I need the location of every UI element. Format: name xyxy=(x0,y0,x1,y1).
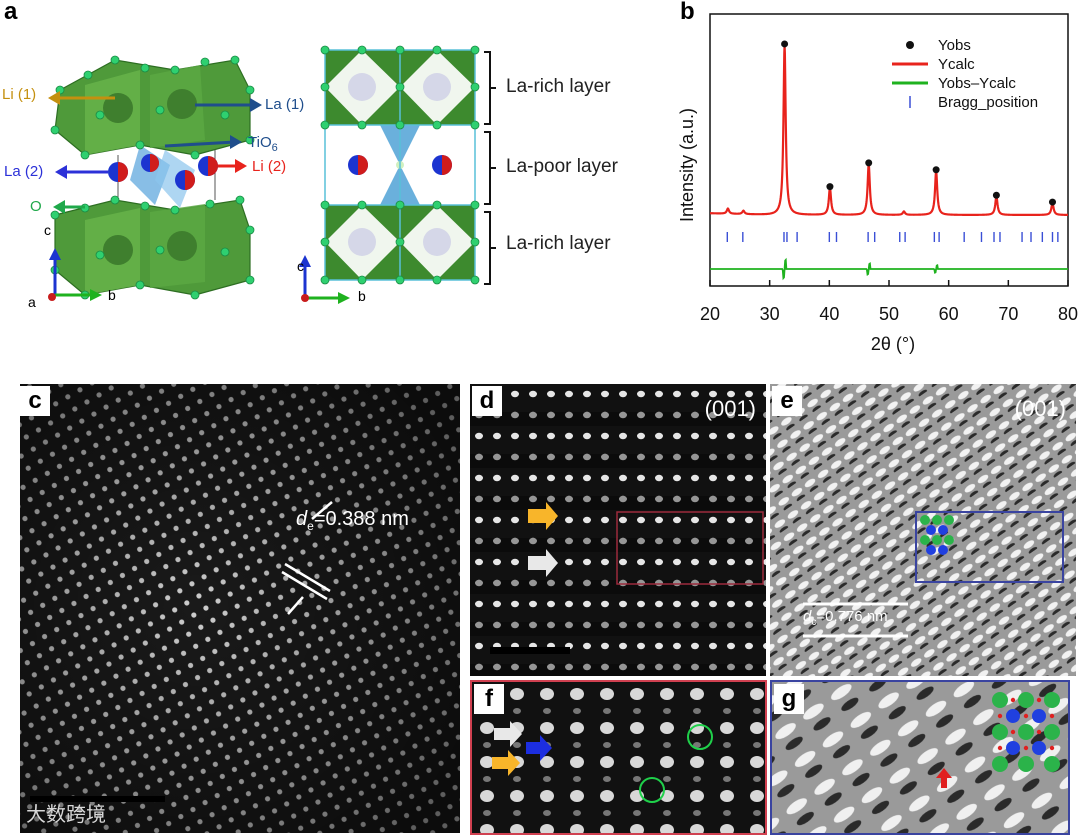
layer-label-middle: La-poor layer xyxy=(506,156,618,177)
x-tick-label-60: 60 xyxy=(939,304,959,324)
legend-label-2: Yobs–Ycalc xyxy=(938,75,1016,92)
right-oxygen-atoms xyxy=(320,45,480,285)
filtered-image-e: (001) dc=0.776 nm xyxy=(770,384,1076,676)
xrd-chart: Intensity (a.u.) 2θ (°) 20 30 40 50 60 70 80 Y… xyxy=(677,13,1078,354)
stem-image-d: (001) xyxy=(470,384,766,676)
axes-triad-left xyxy=(48,248,102,301)
x-tick-label-70: 70 xyxy=(998,304,1018,324)
axes-triad-right xyxy=(299,255,350,304)
watermark: 大数跨境 xyxy=(26,804,106,826)
panel-a-letter: a xyxy=(4,0,18,25)
red-arrow-g xyxy=(936,768,952,788)
tio6-octahedron xyxy=(130,145,170,205)
layer-brackets xyxy=(484,51,496,285)
atom-model-overlay-g xyxy=(992,692,1060,772)
obs-point-3 xyxy=(826,183,834,191)
x-tick-label-50: 50 xyxy=(879,304,899,324)
zoom-image-f xyxy=(470,680,767,835)
x-axis-label: 2θ (°) xyxy=(871,334,915,354)
zoom-image-g xyxy=(770,680,1070,835)
panel-c-letter: c xyxy=(20,386,50,416)
d-spacing-label-c: de=0.388 nm xyxy=(296,508,409,533)
axis-c-right: c xyxy=(297,258,304,274)
layer-label-top: La-rich layer xyxy=(506,76,611,97)
x-tick-label-20: 20 xyxy=(700,304,720,324)
label-la1: La (1) xyxy=(265,96,305,113)
yellow-arrow-f xyxy=(492,750,520,776)
panel-e-letter: e xyxy=(772,386,802,416)
legend-marker-0 xyxy=(906,41,914,49)
crystal-structure-left xyxy=(48,55,262,301)
la2-li2-atoms xyxy=(108,154,218,190)
white-arrow-f xyxy=(494,721,522,747)
panel-b-letter: b xyxy=(680,0,695,25)
lower-octahedra-block xyxy=(54,199,251,296)
vacancy-circle-1 xyxy=(687,724,713,750)
blue-arrow-f xyxy=(526,735,552,761)
x-tick-label-30: 30 xyxy=(760,304,780,324)
axis-b-left: b xyxy=(108,287,116,303)
atom-model-overlay-e xyxy=(920,515,954,555)
legend-label-0: Yobs xyxy=(938,37,971,54)
label-la2: La (2) xyxy=(4,163,44,180)
upper-octahedra-block xyxy=(54,59,251,156)
obs-point-2 xyxy=(781,40,789,48)
scale-bar-d xyxy=(490,647,570,654)
stem-image-c: de=0.388 nm 大数跨境 xyxy=(20,384,460,833)
scale-bar-c xyxy=(30,796,165,802)
obs-point-6 xyxy=(932,166,940,174)
axis-a-left: a xyxy=(28,294,36,310)
axis-c-left: c xyxy=(44,222,51,238)
axis-b-right: b xyxy=(358,288,366,304)
panel-g-letter: g xyxy=(774,684,804,714)
panel-f-letter: f xyxy=(474,684,504,714)
y-axis-label: Intensity (a.u.) xyxy=(677,108,697,222)
tio6-arrow xyxy=(164,140,236,148)
label-li1: Li (1) xyxy=(2,86,37,103)
obs-point-8 xyxy=(1048,198,1056,206)
zone-axis-e: (001) xyxy=(1014,396,1066,421)
label-li2: Li (2) xyxy=(252,158,287,175)
legend: Yobs Ycalc Yobs–Ycalc Bragg_position xyxy=(892,37,1038,111)
x-tick-label-40: 40 xyxy=(819,304,839,324)
obs-point-4 xyxy=(865,159,873,167)
plot-frame xyxy=(709,13,1069,287)
label-tio6: TiO6 xyxy=(248,134,278,154)
zone-axis-d: (001) xyxy=(704,396,756,421)
d-spacing-label-e: dc=0.776 nm xyxy=(803,608,888,628)
vacancy-circle-2 xyxy=(639,777,665,803)
lattice-fringe-markers xyxy=(281,501,333,615)
x-tick-label-80: 80 xyxy=(1058,304,1078,324)
crystal-structure-right xyxy=(299,45,480,304)
legend-label-3: Bragg_position xyxy=(938,94,1038,111)
atomic-lattice-c xyxy=(20,384,460,833)
series-difference xyxy=(710,257,1068,281)
yellow-arrow-d xyxy=(528,502,558,530)
white-arrow-d xyxy=(528,549,558,577)
zoom-region-g xyxy=(915,511,1064,583)
obs-point-7 xyxy=(992,191,1000,199)
legend-label-1: Ycalc xyxy=(938,56,975,73)
zoom-region-f xyxy=(616,511,764,585)
oxygen-atoms xyxy=(50,55,255,300)
layer-label-bottom: La-rich layer xyxy=(506,233,611,254)
label-o: O xyxy=(30,198,42,215)
series-ycalc xyxy=(710,44,1069,217)
panel-d-letter: d xyxy=(472,386,502,416)
